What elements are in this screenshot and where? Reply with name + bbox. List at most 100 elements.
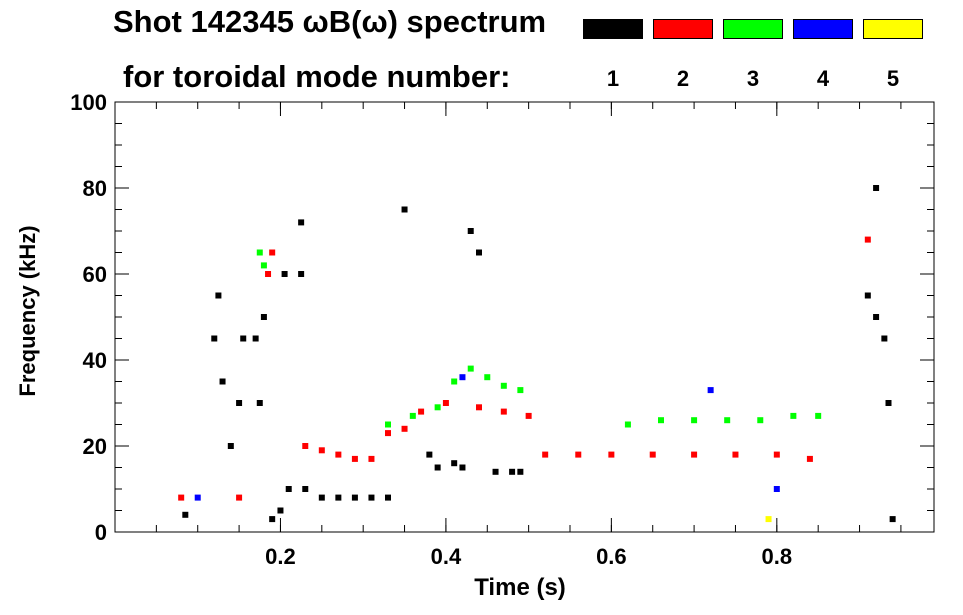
spectrum-point-mode-1 (211, 335, 218, 342)
spectrum-point-mode-3 (724, 417, 731, 424)
spectrum-point-mode-1 (368, 494, 375, 501)
spectrum-point-mode-1 (881, 335, 888, 342)
spectrum-point-mode-1 (426, 451, 433, 458)
spectrum-point-mode-2 (351, 455, 358, 462)
spectrum-point-mode-2 (385, 430, 391, 437)
spectrum-point-mode-2 (236, 494, 243, 501)
spectrum-point-mode-2 (806, 455, 813, 462)
plot-frame (114, 101, 935, 533)
y-tick-label: 0 (95, 520, 107, 545)
x-tick-label: 0.8 (762, 544, 793, 569)
spectrum-point-mode-1 (889, 516, 896, 523)
spectrum-point-mode-1 (509, 468, 516, 475)
spectrum-point-mode-3 (517, 387, 524, 394)
x-axis-label: Time (s) (474, 574, 566, 601)
spectrum-point-mode-2 (476, 404, 482, 411)
y-tick-label: 80 (83, 176, 107, 201)
spectrum-point-mode-1 (459, 464, 466, 471)
spectrum-point-mode-1 (318, 494, 325, 501)
spectrum-point-mode-1 (885, 400, 892, 406)
spectrum-point-mode-4 (194, 494, 201, 501)
spectrum-point-mode-3 (500, 382, 507, 389)
spectrum-point-mode-1 (434, 464, 441, 471)
legend-swatch-1 (583, 19, 643, 39)
spectrum-point-mode-1 (517, 468, 524, 475)
spectrum-point-mode-4 (773, 486, 780, 492)
spectrum-point-mode-1 (451, 460, 458, 467)
chart-title-line2: for toroidal mode number: (123, 59, 511, 94)
legend-label-3: 3 (746, 66, 760, 91)
spectrum-point-mode-3 (790, 412, 797, 419)
spectrum-point-mode-1 (351, 494, 358, 501)
spectrum-point-mode-2 (178, 494, 185, 501)
y-tick-label: 100 (70, 90, 107, 115)
spectrum-point-mode-3 (409, 412, 416, 419)
spectrum-point-mode-1 (285, 486, 292, 492)
spectrum-point-mode-1 (298, 219, 305, 226)
spectrum-point-mode-1 (281, 271, 288, 277)
spectrum-point-mode-2 (335, 451, 342, 458)
spectrum-point-mode-1 (260, 314, 267, 320)
y-tick-label: 40 (83, 348, 107, 373)
spectrum-point-mode-2 (418, 408, 425, 415)
spectrum-point-mode-1 (385, 494, 391, 501)
spectrum-point-mode-2 (773, 451, 780, 458)
spectrum-point-mode-1 (215, 292, 222, 299)
spectrum-point-mode-2 (732, 451, 739, 458)
spectrum-point-mode-2 (542, 451, 549, 458)
spectrum-point-mode-1 (252, 335, 259, 342)
chart-title-line1: Shot 142345 ωB(ω) spectrum (113, 4, 547, 39)
spectrum-point-mode-3 (658, 417, 664, 424)
spectrum-point-mode-1 (227, 443, 234, 449)
spectrum-point-mode-2 (302, 443, 309, 449)
spectrum-point-mode-1 (873, 185, 880, 191)
legend-label-4: 4 (816, 66, 830, 91)
spectrum-point-mode-2 (864, 236, 871, 243)
spectrum-point-mode-2 (269, 249, 276, 256)
spectrum-point-mode-2 (649, 451, 656, 458)
spectrum-point-mode-2 (442, 400, 449, 406)
y-tick-label: 60 (83, 262, 107, 287)
spectrum-point-mode-1 (476, 249, 482, 256)
spectrum-point-mode-2 (608, 451, 615, 458)
spectrum-point-mode-3 (691, 417, 698, 424)
legend-swatch-3 (723, 19, 783, 39)
spectrum-point-mode-1 (467, 228, 474, 234)
spectrum-point-mode-3 (434, 404, 441, 411)
x-tick-label: 0.2 (265, 544, 296, 569)
legend-label-2: 2 (676, 66, 690, 91)
spectrum-point-mode-1 (401, 206, 408, 213)
x-tick-label: 0.6 (596, 544, 627, 569)
spectrum-point-mode-1 (277, 507, 284, 514)
legend-swatch-4 (793, 19, 853, 39)
spectrum-point-mode-3 (757, 417, 764, 424)
spectrum-point-mode-2 (500, 408, 507, 415)
spectrum-point-mode-2 (265, 271, 272, 277)
y-axis-label: Frequency (kHz) (15, 225, 40, 397)
spectrum-point-mode-1 (864, 292, 871, 299)
spectrum-point-mode-4 (459, 374, 466, 381)
spectrum-point-mode-1 (298, 271, 305, 277)
spectrum-point-mode-1 (236, 400, 243, 406)
y-tick-label: 20 (83, 434, 107, 459)
spectrum-point-mode-1 (269, 516, 276, 523)
spectrum-point-mode-3 (451, 378, 458, 385)
spectrum-point-mode-3 (256, 249, 263, 256)
spectrum-point-mode-1 (492, 468, 499, 475)
legend-label-5: 5 (886, 66, 900, 91)
spectrum-point-mode-3 (467, 365, 474, 372)
spectrum-point-mode-1 (873, 314, 880, 320)
spectrum-point-mode-1 (256, 400, 263, 406)
spectrum-point-mode-2 (318, 447, 325, 454)
spectrum-point-mode-1 (219, 378, 226, 385)
spectrum-point-mode-3 (484, 374, 491, 381)
spectrum-point-mode-1 (335, 494, 342, 501)
spectrum-point-mode-2 (575, 451, 582, 458)
legend-swatch-2 (653, 19, 713, 39)
spectrum-point-mode-3 (815, 412, 822, 419)
spectrum-point-mode-2 (525, 412, 532, 419)
spectrum-point-mode-1 (182, 511, 189, 518)
x-tick-label: 0.4 (431, 544, 462, 569)
spectrum-point-mode-2 (691, 451, 698, 458)
spectrum-point-mode-1 (240, 335, 247, 342)
